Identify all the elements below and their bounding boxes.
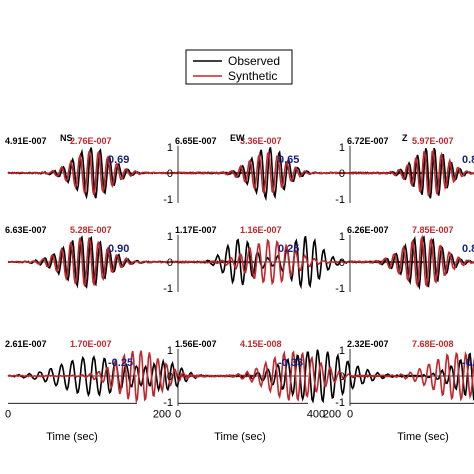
correlation-label: -0.3 — [462, 357, 474, 369]
y-tick-label: 1 — [339, 345, 345, 357]
synthetic-amplitude-label: 5.28E-007 — [70, 225, 112, 235]
correlation-label: 0.65 — [278, 154, 299, 166]
synthetic-amplitude-label: 1.16E-007 — [240, 225, 282, 235]
x-tick-label: 200 — [323, 408, 341, 420]
y-tick-label: 0 — [167, 257, 173, 269]
panel-1-2: 1 0 -1 6.26E-007 7.85E-007 0.8 — [335, 225, 474, 295]
y-tick-label: -1 — [163, 194, 173, 206]
correlation-label: 0.8 — [462, 154, 474, 166]
y-tick-label: 0 — [339, 257, 345, 269]
synthetic-amplitude-label: 7.68E-008 — [412, 339, 454, 349]
correlation-label: 0.69 — [108, 154, 129, 166]
legend-label-observed: Observed — [228, 54, 280, 68]
component-label: Z — [402, 133, 408, 143]
synthetic-trace — [7, 237, 255, 287]
component-label: NS — [60, 133, 73, 143]
observed-amplitude-label: 1.56E-007 — [175, 339, 217, 349]
legend-box — [185, 49, 293, 85]
synthetic-amplitude-label: 5.97E-007 — [412, 136, 454, 146]
synthetic-trace — [349, 149, 474, 197]
observed-amplitude-label: 2.32E-007 — [347, 339, 389, 349]
y-tick-label: -1 — [335, 283, 345, 295]
observed-amplitude-label: 1.17E-007 — [175, 225, 217, 235]
legend: Observed Synthetic — [185, 49, 293, 85]
synthetic-amplitude-label: 1.70E-007 — [70, 339, 112, 349]
correlation-label: -0.25 — [108, 357, 133, 369]
synthetic-trace — [350, 234, 474, 288]
observed-amplitude-label: 6.72E-007 — [347, 136, 389, 146]
y-tick-label: 1 — [339, 231, 345, 243]
y-tick-label: 0 — [167, 168, 173, 180]
observed-trace — [349, 352, 474, 401]
x-axis-label-col1: Time (sec) — [214, 431, 266, 443]
correlation-label: 0.90 — [108, 243, 129, 255]
correlation-label: 0.25 — [278, 243, 299, 255]
x-tick-label: 0 — [175, 408, 181, 420]
observed-amplitude-label: 4.91E-007 — [5, 136, 47, 146]
y-tick-label: -1 — [163, 283, 173, 295]
y-tick-label: 1 — [167, 231, 173, 243]
synthetic-amplitude-label: 3.36E-007 — [240, 136, 282, 146]
synthetic-amplitude-label: 4.15E-008 — [240, 339, 282, 349]
y-tick-label: 0 — [167, 371, 173, 383]
observed-amplitude-label: 2.61E-007 — [5, 339, 47, 349]
y-tick-label: 0 — [339, 371, 345, 383]
observed-amplitude-label: 6.63E-007 — [5, 225, 47, 235]
x-axis-label-col0: Time (sec) — [46, 431, 98, 443]
y-tick-label: 1 — [167, 345, 173, 357]
component-label: EW — [230, 133, 245, 143]
correlation-label: 0.8 — [462, 243, 474, 255]
observed-amplitude-label: 6.26E-007 — [347, 225, 389, 235]
synthetic-amplitude-label: 2.76E-007 — [70, 136, 112, 146]
x-tick-label: 0 — [347, 408, 353, 420]
synthetic-amplitude-label: 7.85E-007 — [412, 225, 454, 235]
x-tick-label: 200 — [153, 408, 171, 420]
y-tick-label: 1 — [339, 142, 345, 154]
legend-label-synthetic: Synthetic — [228, 69, 277, 83]
y-tick-label: -1 — [163, 397, 173, 409]
correlation-label: -0.33 — [278, 357, 303, 369]
y-tick-label: -1 — [335, 397, 345, 409]
y-tick-label: 1 — [167, 142, 173, 154]
observed-amplitude-label: 6.65E-007 — [175, 136, 217, 146]
synthetic-trace — [349, 350, 474, 402]
y-tick-label: 0 — [339, 168, 345, 180]
panel-0-2: 1 0 -1 6.72E-007 5.97E-007 Z 0.8 — [335, 133, 474, 206]
x-tick-label: 400 — [307, 408, 325, 420]
x-axis-label-col2: Time (sec) — [397, 431, 449, 443]
x-tick-label: 0 — [5, 408, 11, 420]
y-tick-label: -1 — [335, 194, 345, 206]
